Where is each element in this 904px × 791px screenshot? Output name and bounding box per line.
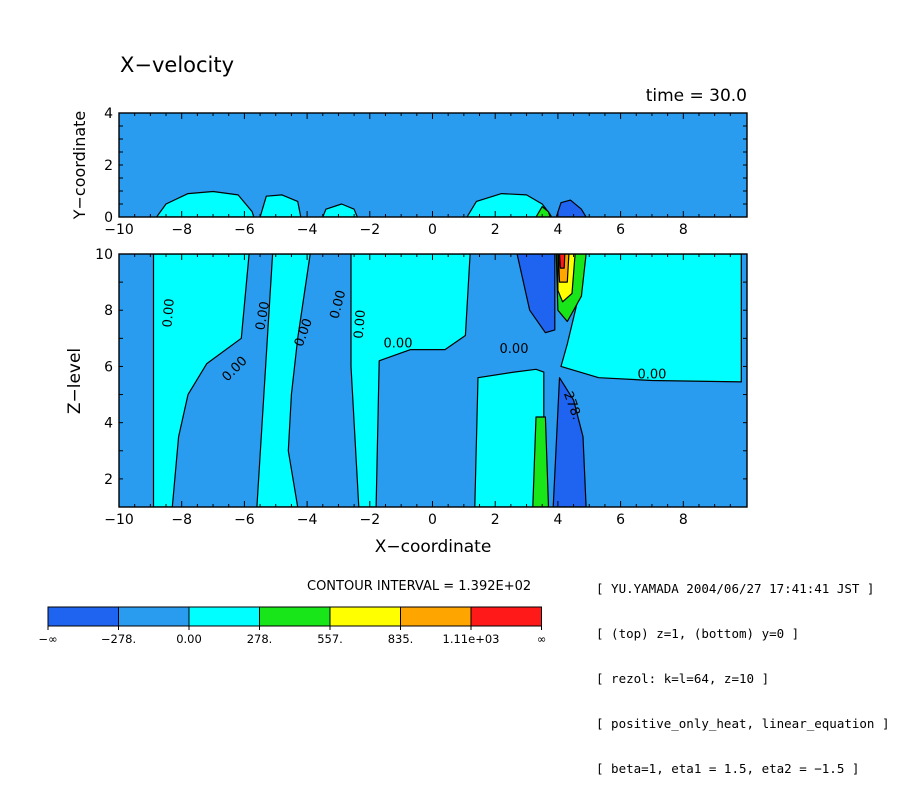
contour-region-dark_blue — [552, 377, 587, 507]
time-label: time = 30.0 — [646, 86, 747, 106]
x-tick-label: 6 — [616, 222, 625, 238]
x-tick-label: −6 — [234, 222, 255, 238]
bottom-y-axis-label: Z−level — [65, 348, 85, 414]
x-tick-label: 2 — [491, 222, 500, 238]
legend-swatch-red — [470, 606, 542, 627]
figure: X−velocity time = 30.0 −10 −8 −6 −4 −2 0 2 4 6 80… — [38, 53, 748, 646]
y-tick-label: 6 — [104, 359, 113, 375]
legend-swatch-mid_blue — [118, 606, 190, 627]
chart-title: X−velocity — [120, 53, 234, 77]
x-tick-label: −2 — [359, 512, 380, 528]
contour-region-cyan — [156, 190, 255, 217]
legend-tick-label: 557. — [317, 632, 343, 646]
contour-region-green — [535, 206, 551, 217]
x-tick-label: −8 — [171, 512, 192, 528]
legend-swatch-orange — [400, 606, 472, 627]
contour-interval-label: CONTOUR INTERVAL = 1.392E+02 — [307, 579, 531, 594]
y-tick-label: 2 — [104, 158, 113, 174]
bottom-panel: 0.00 0.000.000.000.000.000.00 0.000.00278.… — [95, 247, 748, 528]
top-panel: −10 −8 −6 −4 −2 0 2 4 6 8 0 2 4 — [104, 106, 748, 238]
contour-label: 0.00 — [500, 342, 529, 357]
legend-tick-label: 835. — [388, 632, 414, 646]
contour-region-red — [558, 254, 566, 269]
x-tick-label: −2 — [359, 222, 380, 238]
x-tick-label: 0 — [428, 222, 437, 238]
contour-label: 0.00 — [253, 300, 273, 331]
x-tick-label: −10 — [104, 512, 134, 528]
contour-region-dark_blue — [555, 199, 587, 217]
y-tick-label: 4 — [104, 416, 113, 432]
x-tick-label: 2 — [491, 512, 500, 528]
info-line: [ beta=1, eta1 = 1.5, eta2 = −1.5 ] — [596, 761, 860, 776]
contour-region-cyan — [350, 254, 471, 507]
x-tick-label: 8 — [679, 512, 688, 528]
x-tick-label: 4 — [553, 222, 562, 238]
info-line: [ positive_only_heat, linear_equation ] — [596, 716, 890, 731]
run-info: [ YU.YAMADA 2004/06/27 17:41:41 JST ] [ … — [596, 551, 890, 791]
contour-region-cyan — [256, 254, 311, 507]
legend-tick-label: ∞ — [537, 632, 547, 646]
top-y-axis-label: Y−coordinate — [70, 111, 89, 221]
legend-swatch-green — [259, 606, 331, 627]
legend-tick-label: −∞ — [38, 632, 57, 646]
y-tick-label: 0 — [104, 210, 113, 226]
contour-region-cyan — [152, 254, 250, 507]
plot-area — [119, 113, 747, 217]
legend-swatch-dark_blue — [47, 606, 119, 627]
contour-region-cyan — [259, 194, 302, 217]
x-tick-label: −6 — [234, 512, 255, 528]
legend-swatch-cyan — [188, 606, 260, 627]
y-tick-label: 4 — [104, 106, 113, 122]
bottom-x-axis-label: X−coordinate — [375, 537, 492, 557]
contour-region-cyan — [560, 254, 742, 383]
info-line: [ rezol: k=l=64, z=10 ] — [596, 671, 770, 686]
info-line: [ YU.YAMADA 2004/06/27 17:41:41 JST ] — [596, 581, 875, 596]
x-tick-label: 6 — [616, 512, 625, 528]
contour-region-cyan — [474, 368, 545, 507]
legend-swatch-yellow — [329, 606, 401, 627]
contour-label: 0.00 — [637, 367, 666, 382]
y-tick-label: 10 — [95, 247, 113, 263]
contour-label: 0.00 — [160, 298, 177, 328]
contour-label: 0.00 — [327, 289, 349, 321]
x-tick-label: −4 — [297, 222, 318, 238]
color-legend: −∞ −278. 0.00 278. 557. 835. 1.11e+03 ∞ — [38, 606, 547, 646]
x-tick-label: 0 — [428, 512, 437, 528]
legend-tick-label: 0.00 — [176, 632, 202, 646]
info-line: [ (top) z=1, (bottom) y=0 ] — [596, 626, 800, 641]
legend-tick-label: −278. — [101, 632, 136, 646]
legend-tick-label: 278. — [247, 632, 273, 646]
contour-region-green — [532, 416, 550, 507]
contour-region-dark_blue — [516, 254, 556, 334]
contour-label: 0.00 — [352, 309, 369, 339]
contour-region-cyan — [322, 203, 358, 217]
x-tick-label: 4 — [553, 512, 562, 528]
y-tick-label: 2 — [104, 472, 113, 488]
x-tick-label: 8 — [679, 222, 688, 238]
contour-label: 0.00 — [384, 336, 413, 351]
x-tick-label: −4 — [297, 512, 318, 528]
legend-tick-label: 1.11e+03 — [443, 632, 500, 646]
y-tick-label: 8 — [104, 303, 113, 319]
x-tick-label: −10 — [104, 222, 134, 238]
x-tick-label: −8 — [171, 222, 192, 238]
